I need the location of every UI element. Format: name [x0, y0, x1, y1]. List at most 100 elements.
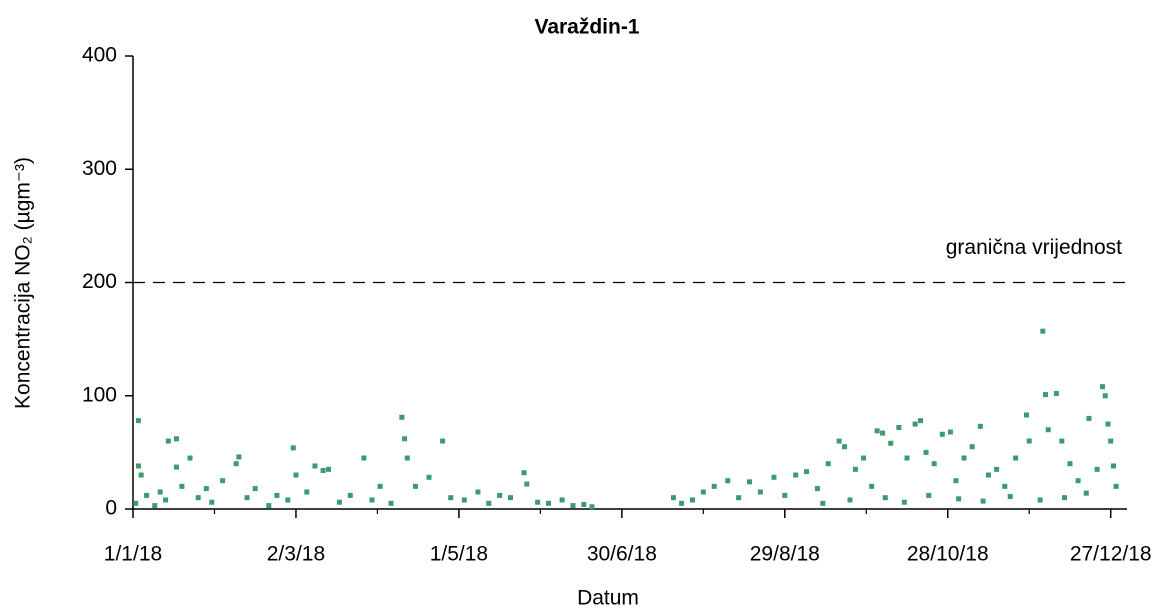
x-tick-label: 1/5/18	[430, 543, 488, 566]
point	[589, 504, 595, 510]
point	[931, 461, 937, 467]
point	[1083, 490, 1089, 496]
point	[377, 483, 383, 489]
point	[1040, 328, 1046, 334]
point	[926, 492, 932, 498]
point	[882, 495, 888, 501]
point	[771, 474, 777, 480]
point	[836, 438, 842, 444]
point	[1037, 497, 1043, 503]
point	[157, 489, 163, 495]
point	[233, 461, 239, 467]
point	[793, 472, 799, 478]
point	[956, 496, 962, 502]
x-tick-label: 27/12/18	[1070, 543, 1152, 566]
point	[746, 479, 752, 485]
point	[521, 470, 527, 476]
point	[173, 464, 179, 470]
point	[135, 418, 141, 424]
point	[880, 430, 886, 436]
point	[1062, 495, 1068, 501]
point	[209, 499, 215, 505]
x-tick-label: 2/3/18	[267, 543, 325, 566]
point	[961, 455, 967, 461]
point	[524, 481, 530, 487]
threshold-label: granična vrijednost	[946, 236, 1122, 259]
point	[203, 486, 209, 492]
point	[179, 483, 185, 489]
point	[426, 474, 432, 480]
point	[1045, 427, 1051, 433]
point	[1102, 393, 1108, 399]
point	[757, 489, 763, 495]
point	[700, 489, 706, 495]
point	[939, 431, 945, 437]
point	[1026, 438, 1032, 444]
point	[399, 414, 405, 420]
point	[497, 492, 503, 498]
y-tick-label: 300	[82, 157, 117, 180]
point	[980, 498, 986, 504]
point	[679, 500, 685, 506]
point	[508, 495, 514, 501]
point	[1100, 384, 1106, 390]
point	[1094, 466, 1100, 472]
point	[804, 469, 810, 475]
point	[985, 472, 991, 478]
point	[689, 497, 695, 503]
point	[888, 440, 894, 446]
point	[361, 455, 367, 461]
point	[1007, 494, 1013, 500]
point	[236, 454, 242, 460]
point	[326, 466, 332, 472]
point	[736, 495, 742, 501]
point	[847, 497, 853, 503]
point	[923, 449, 929, 455]
x-tick-label: 28/10/18	[907, 543, 989, 566]
point	[918, 418, 924, 424]
point	[448, 495, 454, 501]
point	[1108, 438, 1114, 444]
point	[874, 428, 880, 434]
point	[782, 492, 788, 498]
y-tick-label: 200	[82, 270, 117, 293]
point	[347, 492, 353, 498]
point	[842, 444, 848, 450]
point	[953, 478, 959, 484]
point	[220, 478, 226, 484]
point	[1075, 478, 1081, 484]
point	[304, 489, 310, 495]
point	[912, 421, 918, 427]
point	[852, 466, 858, 472]
point	[163, 497, 169, 503]
point	[546, 500, 552, 506]
point	[138, 472, 144, 478]
x-tick-label: 1/1/18	[104, 543, 162, 566]
point	[1110, 463, 1116, 469]
point	[1043, 392, 1049, 398]
point	[1067, 461, 1073, 467]
point	[165, 438, 171, 444]
y-axis-title: Koncentracija NO₂ (µgm⁻³)	[12, 157, 35, 409]
point	[581, 501, 587, 507]
point	[969, 444, 975, 450]
point	[904, 455, 910, 461]
point	[144, 492, 150, 498]
chart-title: Varaždin-1	[534, 16, 639, 39]
point	[135, 463, 141, 469]
point	[404, 455, 410, 461]
x-tick-label: 30/6/18	[587, 543, 657, 566]
point	[1086, 415, 1092, 421]
point	[901, 499, 907, 505]
point	[861, 455, 867, 461]
point	[244, 495, 250, 501]
point	[320, 467, 326, 473]
point	[369, 497, 375, 503]
point	[535, 499, 541, 505]
point	[274, 492, 280, 498]
y-tick-label: 400	[82, 44, 117, 67]
x-axis-title: Datum	[577, 587, 639, 610]
point	[1113, 483, 1119, 489]
point	[1013, 455, 1019, 461]
